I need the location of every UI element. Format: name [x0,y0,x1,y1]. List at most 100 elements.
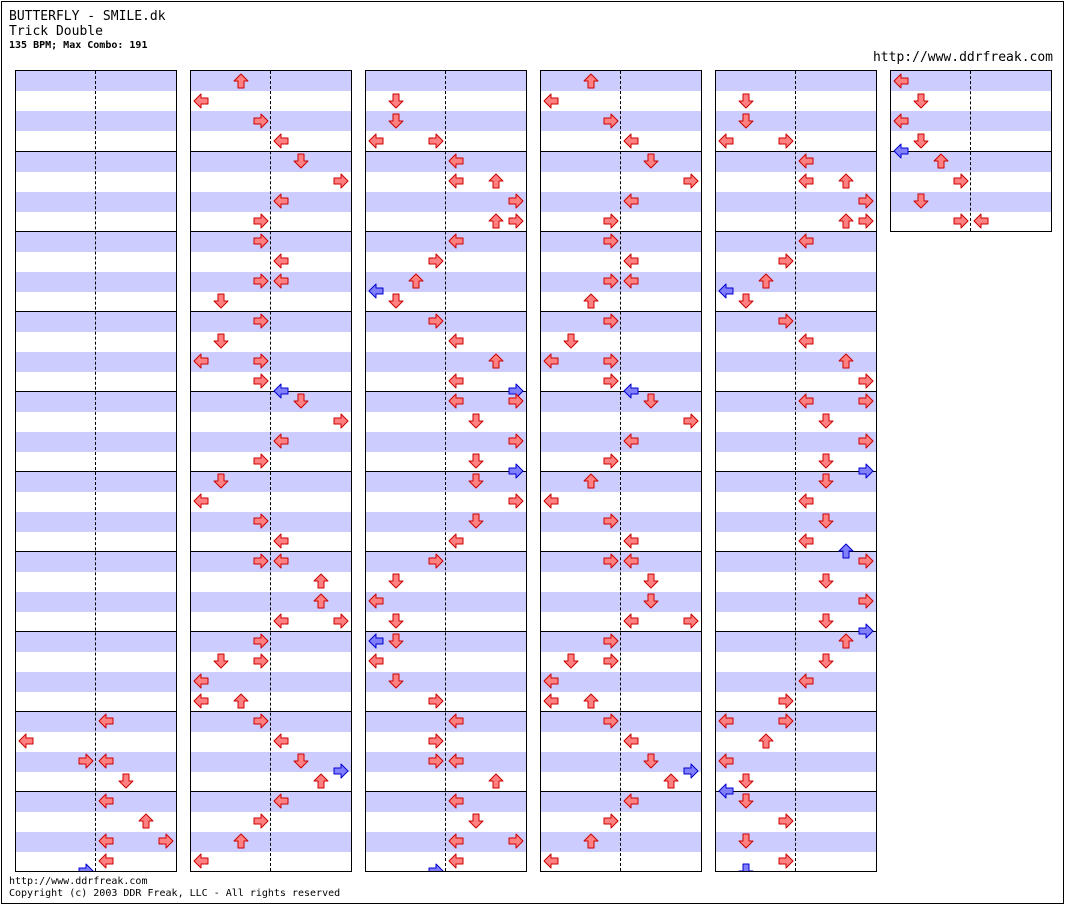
beat-stripe [541,432,701,452]
bpm-combo-info: 135 BPM; Max Combo: 191 [9,40,148,51]
beat-stripe [716,152,876,172]
beat-stripe [16,552,176,572]
beat-stripe [191,312,351,332]
step-arrow-right-icon [158,833,174,849]
step-arrow-left-icon [543,673,559,689]
step-arrow-up-icon [663,773,679,789]
step-arrow-left-icon [273,553,289,569]
beat-stripe [191,71,351,91]
step-arrow-up-icon [583,73,599,89]
beat-stripe [716,472,876,492]
step-arrow-down-icon [738,773,754,789]
beat-stripe [541,672,701,692]
chart-column-1 [15,70,177,872]
step-arrow-down-icon [468,413,484,429]
step-arrow-right-icon [428,133,444,149]
measure [191,791,351,871]
beat-stripe [16,512,176,532]
step-arrow-left-icon [798,233,814,249]
step-arrow-right-icon [253,273,269,289]
step-arrow-down-icon [388,673,404,689]
measure [16,231,176,311]
measure [716,631,876,711]
step-arrow-left-icon [798,533,814,549]
beat-stripe [716,392,876,412]
step-arrow-right-icon [508,833,524,849]
beat-stripe [16,432,176,452]
beat-stripe [16,111,176,131]
step-arrow-down-icon [818,473,834,489]
step-arrow-up-icon [583,293,599,309]
measure [716,391,876,471]
step-arrow-right-icon [603,273,619,289]
step-arrow-right-icon [508,433,524,449]
step-arrow-down-icon [913,133,929,149]
step-arrow-down-icon [563,653,579,669]
step-arrow-left-icon [448,153,464,169]
measure [366,551,526,631]
chart-column-2 [190,70,352,872]
step-arrow-left-icon [448,793,464,809]
step-arrow-right-icon [508,463,524,479]
beat-stripe [366,192,526,212]
beat-stripe [716,552,876,572]
beat-stripe [191,672,351,692]
beat-stripe [191,272,351,292]
step-arrow-right-icon [508,493,524,509]
measure [366,151,526,231]
step-arrow-left-icon [623,433,639,449]
beat-stripe [191,392,351,412]
step-arrow-down-icon [738,863,754,871]
beat-stripe [541,512,701,532]
beat-stripe [366,632,526,652]
step-arrow-left-icon [18,733,34,749]
step-arrow-right-icon [953,213,969,229]
step-arrow-left-icon [623,383,639,399]
beat-stripe [191,152,351,172]
step-arrow-left-icon [798,673,814,689]
step-arrow-left-icon [273,253,289,269]
beat-stripe [191,632,351,652]
step-arrow-down-icon [293,393,309,409]
beat-stripe [16,392,176,412]
measure [716,311,876,391]
step-arrow-left-icon [448,333,464,349]
beat-stripe [541,192,701,212]
step-arrow-up-icon [313,593,329,609]
step-arrow-up-icon [838,173,854,189]
step-arrow-down-icon [388,93,404,109]
step-arrow-right-icon [858,433,874,449]
step-arrow-up-icon [138,813,154,829]
step-arrow-left-icon [193,693,209,709]
step-arrow-right-icon [508,393,524,409]
step-arrow-left-icon [368,593,384,609]
measure [716,551,876,631]
footer-link[interactable]: http://www.ddrfreak.com [9,876,148,887]
chart-column-4 [540,70,702,872]
step-arrow-down-icon [388,573,404,589]
measure [541,231,701,311]
beat-stripe [541,832,701,852]
step-arrow-left-icon [273,613,289,629]
beat-stripe [366,432,526,452]
beat-stripe [16,312,176,332]
step-arrow-right-icon [858,193,874,209]
step-arrow-up-icon [838,633,854,649]
step-arrow-down-icon [818,573,834,589]
step-arrow-up-icon [583,833,599,849]
step-arrow-right-icon [253,233,269,249]
step-arrow-left-icon [98,713,114,729]
step-arrow-right-icon [333,173,349,189]
measure [191,71,351,151]
beat-stripe [716,672,876,692]
site-link[interactable]: http://www.ddrfreak.com [872,50,1053,65]
beat-stripe [891,71,1051,91]
step-arrow-down-icon [818,453,834,469]
beat-stripe [716,832,876,852]
step-arrow-right-icon [778,133,794,149]
beat-stripe [191,352,351,372]
beat-stripe [541,552,701,572]
step-arrow-down-icon [643,593,659,609]
measure [891,71,1051,151]
measure [716,711,876,791]
